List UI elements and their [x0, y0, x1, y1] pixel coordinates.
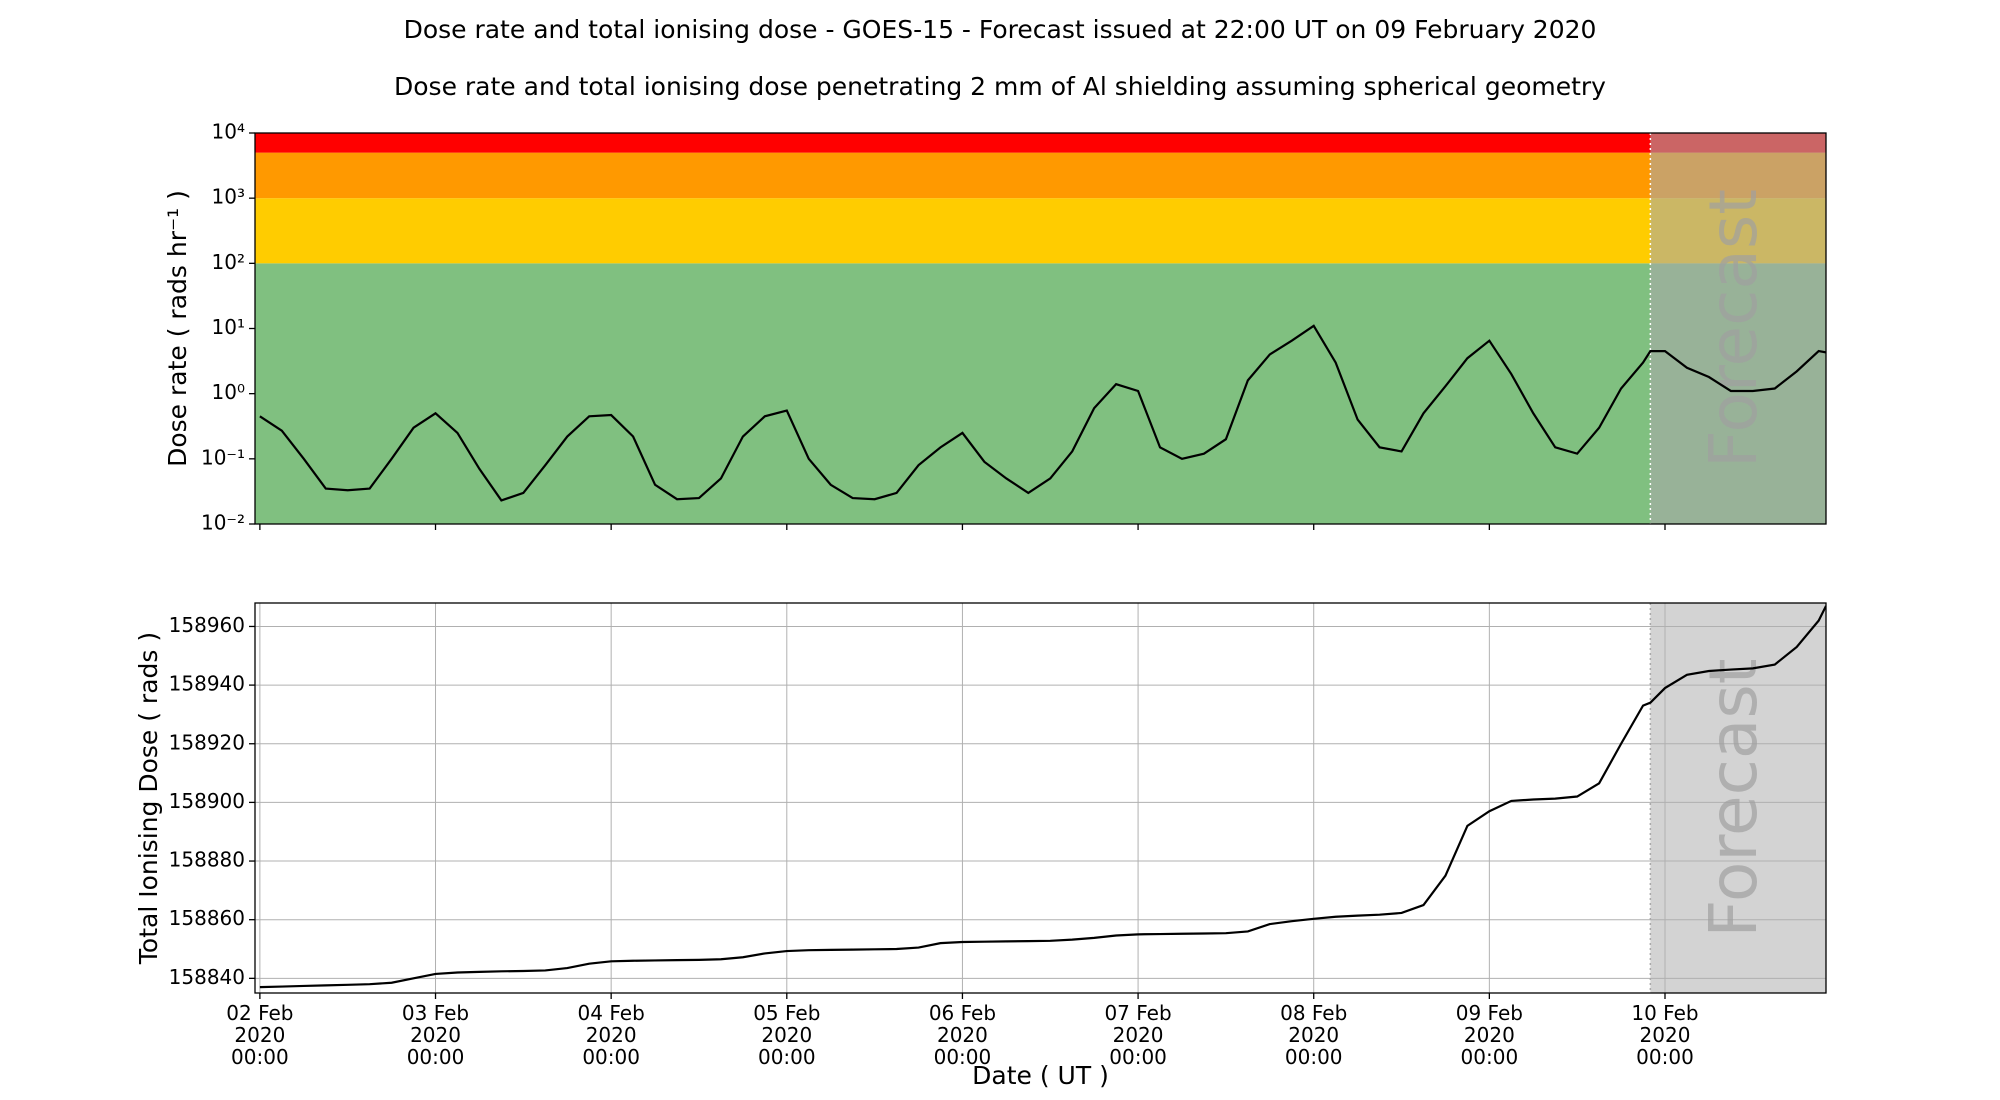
threshold-band: [255, 263, 1826, 524]
y-tick-label: 158920: [169, 730, 245, 754]
threshold-band: [255, 133, 1826, 153]
y-tick-label: 158960: [169, 613, 245, 637]
x-tick-label: 00:00: [1461, 1045, 1519, 1069]
x-tick-label: 02 Feb: [226, 1001, 293, 1025]
y-tick-label: 10¹: [212, 315, 245, 339]
x-tick-label: 00:00: [758, 1045, 816, 1069]
x-tick-label: 2020: [586, 1023, 637, 1047]
x-tick-label: 2020: [1464, 1023, 1515, 1047]
x-tick-label: 2020: [410, 1023, 461, 1047]
x-tick-label: 00:00: [1109, 1045, 1167, 1069]
y-tick-label: 10²: [212, 250, 245, 274]
forecast-label: Forecast: [1695, 189, 1772, 468]
y-tick-label: 10⁴: [212, 120, 245, 144]
x-tick-label: 00:00: [1636, 1045, 1694, 1069]
x-tick-label: 06 Feb: [929, 1001, 996, 1025]
y-tick-label: 158900: [169, 789, 245, 813]
x-tick-label: 05 Feb: [753, 1001, 820, 1025]
y-tick-label: 10³: [212, 185, 245, 209]
y-axis-label: Dose rate ( rads hr⁻¹ ): [163, 190, 192, 467]
y-tick-label: 158840: [169, 965, 245, 989]
x-tick-label: 00:00: [1285, 1045, 1343, 1069]
x-tick-label: 2020: [234, 1023, 285, 1047]
axes-frame: [254, 602, 1827, 994]
x-tick-label: 03 Feb: [402, 1001, 469, 1025]
x-tick-label: 2020: [1288, 1023, 1339, 1047]
x-tick-label: 2020: [1640, 1023, 1691, 1047]
x-tick-label: 2020: [937, 1023, 988, 1047]
x-tick-label: 00:00: [582, 1045, 640, 1069]
x-tick-label: 00:00: [934, 1045, 992, 1069]
x-tick-label: 08 Feb: [1280, 1001, 1347, 1025]
y-tick-label: 158940: [169, 672, 245, 696]
forecast-region: [1650, 603, 1826, 993]
y-tick-label: 10⁻²: [201, 511, 245, 535]
x-tick-label: 07 Feb: [1104, 1001, 1171, 1025]
x-tick-label: 04 Feb: [578, 1001, 645, 1025]
x-axis-label: Date ( UT ): [972, 1061, 1109, 1090]
data-line: [259, 605, 1826, 989]
y-tick-label: 10⁰: [212, 380, 245, 404]
x-tick-label: 00:00: [231, 1045, 289, 1069]
y-tick-label: 10⁻¹: [201, 445, 245, 469]
y-tick-label: 158880: [169, 848, 245, 872]
forecast-region: [1650, 133, 1826, 524]
y-axis-label: Total Ionising Dose ( rads ): [134, 632, 163, 965]
data-line: [259, 324, 1826, 502]
forecast-label: Forecast: [1695, 658, 1772, 937]
chart-subtitle: Dose rate and total ionising dose penetr…: [394, 72, 1606, 101]
y-tick-label: 158860: [169, 906, 245, 930]
threshold-band: [255, 152, 1826, 199]
x-tick-label: 00:00: [407, 1045, 465, 1069]
chart-title: Dose rate and total ionising dose - GOES…: [404, 15, 1597, 44]
x-tick-label: 2020: [1113, 1023, 1164, 1047]
x-tick-label: 09 Feb: [1456, 1001, 1523, 1025]
x-tick-label: 2020: [761, 1023, 812, 1047]
x-tick-label: 10 Feb: [1631, 1001, 1698, 1025]
threshold-band: [255, 198, 1826, 264]
